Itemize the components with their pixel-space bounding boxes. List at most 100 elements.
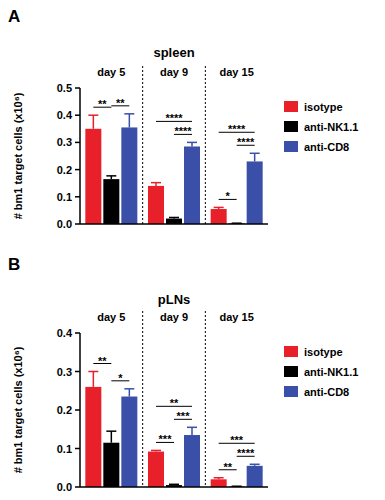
y-tick-label: 0.3 — [57, 366, 72, 378]
bar — [85, 129, 101, 224]
significance-label: ** — [170, 397, 179, 409]
error-cap — [250, 464, 260, 466]
significance-label: *** — [230, 434, 244, 446]
error-line — [129, 114, 131, 128]
error-cap — [88, 371, 98, 373]
significance-label: ** — [116, 97, 125, 109]
error-cap — [106, 175, 116, 177]
significance-label: ** — [223, 461, 232, 473]
error-line — [191, 427, 193, 435]
error-bar — [214, 478, 224, 480]
y-tick-label: 0.0 — [57, 481, 72, 493]
significance-label: **** — [165, 112, 183, 124]
group-divider — [142, 311, 143, 487]
panel: BpLNs# bm1 target cells (x10⁶)0.00.10.20… — [8, 255, 358, 493]
error-bar — [151, 183, 161, 186]
bar — [121, 127, 137, 224]
error-bar — [187, 427, 197, 435]
error-line — [111, 431, 113, 443]
significance-label: *** — [177, 410, 191, 422]
significance-label: ** — [98, 98, 107, 110]
title: spleen — [153, 45, 194, 60]
panel-label: B — [8, 255, 20, 274]
error-cap — [169, 217, 179, 219]
error-bar — [106, 176, 116, 179]
error-bar — [169, 217, 179, 218]
legend-label: anti-NK1.1 — [304, 366, 358, 378]
error-bar — [187, 142, 197, 146]
error-bar — [88, 372, 98, 387]
error-cap — [214, 207, 224, 209]
error-bar — [169, 484, 179, 486]
error-cap — [124, 113, 134, 115]
category-label: day 15 — [220, 311, 254, 323]
y-tick-label: 0.1 — [57, 191, 72, 203]
category-label: day 9 — [160, 66, 188, 78]
significance-label: *** — [159, 433, 173, 445]
bar — [184, 146, 200, 224]
legend-swatch — [284, 386, 298, 397]
legend-label: anti-CD8 — [304, 386, 349, 398]
error-cap — [187, 142, 197, 144]
y-tick-label: 0.2 — [57, 164, 72, 176]
bar — [103, 179, 119, 224]
error-cap — [187, 427, 197, 429]
legend-swatch — [284, 346, 298, 357]
bar — [184, 435, 200, 487]
significance-label: ** — [98, 355, 107, 367]
bar — [103, 443, 119, 487]
significance-label: **** — [237, 136, 255, 148]
error-bar — [124, 389, 134, 397]
bar — [247, 161, 263, 224]
error-cap — [169, 484, 179, 486]
panel-label: A — [8, 7, 20, 26]
category-label: day 5 — [97, 311, 125, 323]
error-line — [93, 372, 95, 387]
bar — [121, 397, 137, 487]
bar — [148, 186, 164, 224]
error-line — [93, 115, 95, 129]
bar — [247, 466, 263, 487]
significance-label: * — [226, 190, 231, 202]
y-axis — [79, 333, 81, 487]
significance-label: **** — [174, 125, 192, 137]
bars — [85, 372, 262, 488]
panel: Aspleen # bm1 target cells (x10⁶) 0.0 0.1 0.… — [8, 7, 358, 230]
bar — [148, 452, 164, 487]
error-cap — [151, 182, 161, 184]
figure: Aspleen # bm1 target cells (x10⁶) 0.0 0.1 0.… — [0, 0, 385, 500]
error-bar — [250, 464, 260, 466]
error-bar — [106, 431, 116, 443]
y-tick-label: 0.1 — [57, 443, 72, 455]
bar — [85, 387, 101, 487]
significance-label: **** — [237, 447, 255, 459]
category-label: day 15 — [220, 66, 254, 78]
legend-label: anti-NK1.1 — [304, 121, 358, 133]
y-axis-label: # bm1 target cells (x10⁶) — [12, 346, 24, 473]
category-label: day 9 — [160, 311, 188, 323]
legend-label: anti-CD8 — [304, 141, 349, 153]
error-bar — [250, 153, 260, 161]
error-bar — [88, 115, 98, 129]
x-axis — [80, 223, 268, 225]
error-cap — [106, 430, 116, 432]
legend-swatch — [284, 141, 298, 152]
significance-label: * — [118, 372, 123, 384]
y-tick-label: 0.0 — [57, 218, 72, 230]
error-line — [129, 389, 131, 397]
y-tick-label: 0.5 — [57, 82, 72, 94]
y-tick-label: 0.4 — [57, 327, 73, 339]
error-bar — [214, 207, 224, 209]
legend-swatch — [284, 366, 298, 377]
bar — [211, 479, 227, 487]
y-axis-label: # bm1 target cells (x10⁶) — [12, 92, 24, 219]
group-divider — [205, 311, 206, 487]
category-label: day 5 — [97, 66, 125, 78]
y-tick-label: 0.2 — [57, 404, 72, 416]
bar — [211, 209, 227, 224]
error-cap — [250, 153, 260, 155]
error-line — [254, 153, 256, 161]
significance-label: **** — [228, 123, 246, 135]
legend-label: isotype — [304, 101, 343, 113]
y-axis — [79, 88, 81, 224]
